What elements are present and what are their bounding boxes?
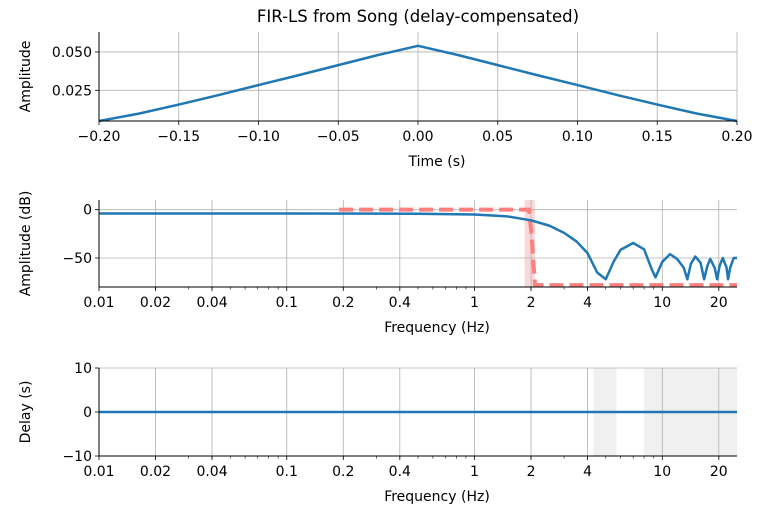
magnitude-response-panel: 0.01 0.02 0.04 0.1 0.2 0.4 1 2 4 10 20 −50 0 Frequenc…: [18, 191, 737, 336]
x-tick-label: −0.10: [237, 129, 280, 145]
x-tick-label: 20: [710, 464, 728, 480]
x-tick-label: 2: [527, 464, 536, 480]
y-tick-label: 0: [83, 405, 92, 421]
transition-band: [524, 200, 536, 287]
x-tick-label: 0.4: [389, 464, 411, 480]
y-tick-label: −10: [62, 449, 92, 465]
x-tick-label: 4: [583, 464, 592, 480]
x-axis-label: Frequency (Hz): [384, 489, 490, 505]
y-tick-label: −50: [62, 251, 92, 267]
x-tick-label: 0.1: [276, 295, 298, 311]
x-tick-label: 0.01: [83, 295, 114, 311]
y-tick-label: 0: [83, 203, 92, 219]
x-tick-label: 10: [653, 464, 671, 480]
x-tick-label: 1: [470, 295, 479, 311]
y-tick-label: 10: [74, 361, 92, 377]
x-tick-label: −0.05: [317, 129, 360, 145]
x-tick-label: 0.02: [140, 464, 171, 480]
x-tick-label: 0.2: [332, 295, 354, 311]
chart-title: FIR-LS from Song (delay-compensated): [257, 7, 579, 26]
ideal-response-line: [339, 207, 737, 288]
x-tick-label: 20: [710, 295, 728, 311]
x-tick-label: 0.02: [140, 295, 171, 311]
impulse-response-panel: −0.20 −0.15 −0.10 −0.05 0.00 0.05 0.10 0.15 0.20…: [18, 32, 753, 170]
x-axis-label: Time (s): [408, 154, 466, 170]
x-tick-label: 0.10: [562, 129, 593, 145]
x-tick-label: −0.15: [157, 129, 200, 145]
y-tick-label: 0.050: [52, 45, 92, 61]
x-tick-label: 0.04: [196, 295, 227, 311]
x-tick-label: 0.01: [83, 464, 114, 480]
x-tick-label: 2: [527, 295, 536, 311]
series-line: [99, 212, 737, 281]
x-axis-label: Frequency (Hz): [384, 320, 490, 336]
x-tick-label: 0.15: [642, 129, 673, 145]
x-tick-label: 0.1: [276, 464, 298, 480]
x-tick-label: 1: [470, 464, 479, 480]
x-tick-label: 0.04: [196, 464, 227, 480]
x-tick-label: 4: [583, 295, 592, 311]
x-tick-label: 0.2: [332, 464, 354, 480]
x-tick-label: 0.20: [721, 129, 752, 145]
x-tick-label: 0.4: [389, 295, 411, 311]
x-tick-label: 10: [653, 295, 671, 311]
delay-response-panel: 0.01 0.02 0.04 0.1 0.2 0.4 1 2 4 10 20 −10 0 10 Freque…: [18, 361, 737, 505]
y-axis-label: Amplitude (dB): [18, 191, 34, 297]
x-tick-label: 0.00: [402, 129, 433, 145]
y-tick-label: 0.025: [52, 83, 92, 99]
x-tick-label: 0.05: [482, 129, 513, 145]
series-line: [98, 44, 738, 123]
y-axis-label: Delay (s): [18, 381, 34, 444]
y-axis-label: Amplitude: [18, 41, 34, 113]
x-tick-label: −0.20: [78, 129, 121, 145]
